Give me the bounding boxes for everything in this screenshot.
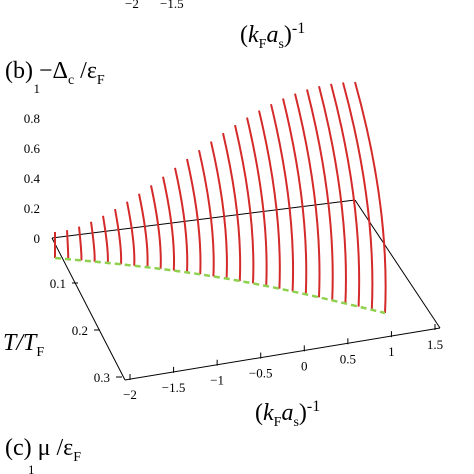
surface-curve bbox=[90, 221, 96, 262]
surface-curve bbox=[246, 117, 268, 287]
surface-curve bbox=[270, 103, 295, 292]
surface-curve bbox=[198, 149, 215, 277]
axis-label: (kFas)-1 bbox=[240, 20, 305, 52]
tick-label: −0.5 bbox=[249, 366, 273, 381]
axis-line bbox=[51, 237, 126, 381]
panel-label: (c) μ /εF bbox=[5, 435, 81, 465]
tick-label: 0.2 bbox=[24, 201, 40, 216]
tick-label: 0 bbox=[34, 231, 41, 246]
surface-curve bbox=[186, 158, 202, 275]
axis-line bbox=[354, 199, 441, 329]
tick-label: 1 bbox=[388, 344, 395, 359]
axis-label: T/TF bbox=[3, 330, 44, 360]
surface-curve bbox=[222, 132, 242, 281]
surface-curve bbox=[174, 167, 189, 273]
tick-label: 0 bbox=[301, 358, 308, 373]
surface-curve bbox=[78, 226, 83, 261]
surface-curve bbox=[162, 176, 176, 271]
surface-curve bbox=[114, 208, 123, 265]
surface-curve bbox=[294, 93, 321, 298]
surface-curve bbox=[66, 230, 70, 260]
surface-curve bbox=[150, 185, 162, 269]
surface-curve bbox=[210, 141, 228, 279]
tick-label: 0.2 bbox=[72, 323, 88, 338]
surface-curve bbox=[138, 193, 149, 268]
tick-label: −2 bbox=[125, 0, 139, 11]
tick-label: 0.5 bbox=[340, 351, 356, 366]
tick-label: −1 bbox=[210, 373, 224, 388]
surface-curve bbox=[126, 201, 136, 266]
tick-label: 1 bbox=[34, 81, 41, 96]
surface-curve bbox=[102, 215, 109, 264]
tick-label: −2 bbox=[123, 387, 137, 402]
surface-curve bbox=[330, 83, 361, 307]
tick-label: −1.5 bbox=[160, 0, 184, 11]
tick-label: 1 bbox=[28, 462, 35, 474]
surface-curve bbox=[306, 89, 334, 301]
tick-label: 0.1 bbox=[50, 276, 66, 291]
tick-label: 0.4 bbox=[24, 171, 41, 186]
axis-line bbox=[124, 327, 441, 381]
surface-curve bbox=[258, 110, 281, 289]
surface-curve bbox=[354, 81, 387, 314]
tick-label: 0.3 bbox=[94, 370, 110, 385]
boundary-line bbox=[54, 256, 386, 315]
tick-label: 0.8 bbox=[24, 111, 40, 126]
tick-label: −1.5 bbox=[162, 380, 186, 395]
tick-label: 1.5 bbox=[427, 337, 443, 352]
surface-curve bbox=[318, 85, 347, 304]
axis-label: (kFas)-1 bbox=[255, 398, 320, 430]
surface-curve bbox=[234, 124, 255, 284]
tick-label: 0.6 bbox=[24, 141, 41, 156]
panel-label: (b) −Δc /εF bbox=[5, 58, 105, 88]
axis-line bbox=[51, 199, 356, 239]
surface-curve bbox=[282, 98, 308, 295]
surface-curve bbox=[342, 82, 374, 310]
